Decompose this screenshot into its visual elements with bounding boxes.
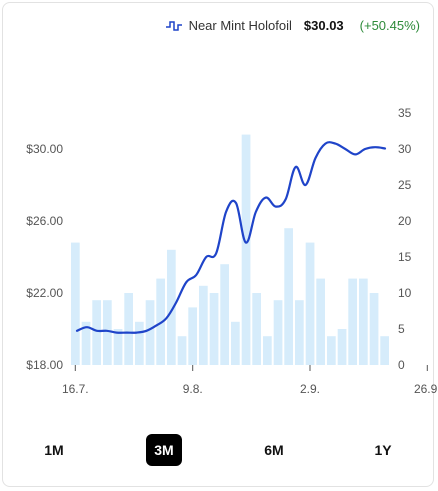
current-price: $30.03 <box>303 18 344 33</box>
volume-bar <box>81 321 91 365</box>
time-range-selector: 1M 3M 6M 1Y <box>0 434 438 466</box>
range-button-3m[interactable]: 3M <box>146 434 182 466</box>
right-axis: 0 5 10 15 20 25 30 35 <box>398 106 412 372</box>
volume-bar <box>295 300 304 365</box>
right-tick-label: 30 <box>398 142 412 156</box>
volume-bar <box>369 293 379 365</box>
x-tick-label: 16.7. <box>62 382 89 396</box>
left-tick-label: $22.00 <box>26 286 63 300</box>
left-tick-label: $18.00 <box>26 358 63 372</box>
volume-bar <box>92 300 101 365</box>
right-tick-label: 10 <box>398 286 412 300</box>
volume-bar <box>284 228 293 365</box>
volume-bar <box>199 285 208 365</box>
right-tick-label: 20 <box>398 214 412 228</box>
volume-bar <box>380 336 389 365</box>
range-button-6m[interactable]: 6M <box>264 442 284 458</box>
x-tick-label: 26.9. <box>414 382 438 396</box>
line-series-icon <box>165 20 182 31</box>
volume-bar <box>359 278 368 365</box>
legend-series-name: Near Mint Holofoil <box>188 18 292 33</box>
volume-bar <box>103 300 112 365</box>
volume-bar <box>145 300 155 365</box>
right-tick-label: 0 <box>398 358 405 372</box>
volume-bar <box>124 293 133 365</box>
range-button-1y[interactable]: 1Y <box>374 442 392 458</box>
volume-bar <box>167 249 176 365</box>
volume-bar <box>337 329 347 365</box>
volume-bar <box>273 300 283 365</box>
volume-bar <box>316 278 325 365</box>
chart-legend: Near Mint Holofoil $30.03 (+50.45%) <box>165 18 420 33</box>
volume-bar <box>135 321 144 365</box>
left-axis: $18.00 $22.00 $26.00 $30.00 <box>26 142 63 372</box>
right-tick-label: 25 <box>398 178 412 192</box>
volume-bar <box>220 264 229 365</box>
right-tick-label: 5 <box>398 322 405 336</box>
volume-bars <box>71 134 389 365</box>
volume-bar <box>231 321 240 365</box>
volume-bar <box>327 336 336 365</box>
volume-bar <box>177 336 187 365</box>
left-tick-label: $26.00 <box>26 214 63 228</box>
x-tick-label: 2.9. <box>300 382 320 396</box>
volume-bar <box>113 329 123 365</box>
volume-bar <box>188 307 197 365</box>
volume-bar <box>71 242 80 365</box>
range-button-1m[interactable]: 1M <box>44 442 64 458</box>
volume-bar <box>348 278 357 365</box>
price-line-layer <box>75 141 387 334</box>
x-tick-label: 9.8. <box>183 382 203 396</box>
volume-bar <box>305 242 315 365</box>
left-tick-label: $30.00 <box>26 142 63 156</box>
volume-bar <box>241 134 251 365</box>
volume-bar <box>209 293 219 365</box>
volume-bar <box>252 293 261 365</box>
volume-bar <box>263 336 272 365</box>
x-axis: 16.7. 9.8. 2.9. 26.9. <box>62 365 438 396</box>
right-tick-label: 15 <box>398 250 412 264</box>
price-line <box>75 141 387 334</box>
legend-series-chip[interactable]: Near Mint Holofoil <box>165 18 292 33</box>
price-volume-chart: $18.00$22.00$26.00$30.00 05101520253035 … <box>26 106 438 396</box>
right-tick-label: 35 <box>398 106 412 120</box>
price-change: (+50.45%) <box>359 18 420 33</box>
